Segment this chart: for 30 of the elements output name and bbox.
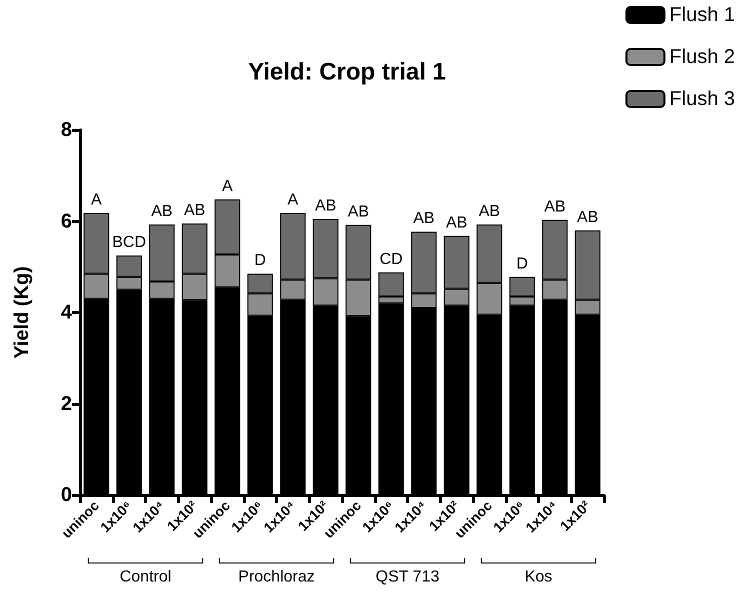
y-tick-label: 2 xyxy=(60,392,72,415)
text: Prochloraz xyxy=(238,568,315,586)
y-tick-label: 0 xyxy=(60,484,72,506)
chart-title: Yield: Crop trial 1 xyxy=(248,58,446,86)
data-label: AB xyxy=(544,198,566,216)
y-tick-label: 8 xyxy=(60,119,72,141)
data-label: AB xyxy=(348,203,370,220)
text: Kos xyxy=(524,568,552,586)
data-label: AB xyxy=(314,197,336,214)
y-tick-label: 6 xyxy=(60,210,72,232)
data-label: AB xyxy=(446,214,468,232)
y-tick-label: 4 xyxy=(60,302,73,324)
data-label: BCD xyxy=(112,234,146,251)
legend-label: Flush 3 xyxy=(669,88,736,110)
data-label: CD xyxy=(380,250,403,268)
data-label: AB xyxy=(151,202,173,220)
data-label: AB xyxy=(478,202,500,220)
data-label: AB xyxy=(576,208,598,226)
data-label: A xyxy=(91,192,102,209)
y-axis-title: Yield (Kg) xyxy=(11,266,33,359)
data-label: AB xyxy=(184,202,206,220)
data-label: A xyxy=(222,178,234,195)
data-label: A xyxy=(288,192,299,209)
data-label: D xyxy=(254,252,266,270)
legend-label: Flush 2 xyxy=(669,46,736,68)
text: Control xyxy=(120,568,172,586)
text: QST 713 xyxy=(376,568,440,586)
data-label: D xyxy=(516,255,528,272)
data-label: AB xyxy=(413,210,435,228)
legend-label: Flush 1 xyxy=(669,4,736,26)
